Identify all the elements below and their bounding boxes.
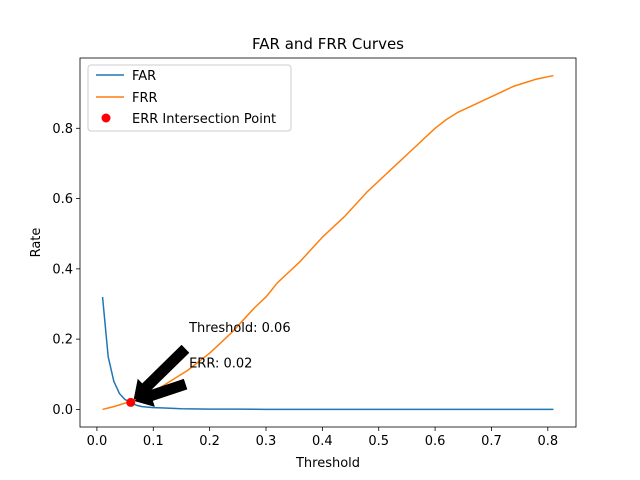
annotation-text: ERR: 0.02 [189,356,252,371]
y-tick-label: 0.6 [52,192,73,207]
chart-title: FAR and FRR Curves [252,35,404,53]
x-tick-label: 0.5 [368,434,389,449]
x-tick-label: 0.7 [481,434,502,449]
x-tick-label: 0.0 [87,434,108,449]
legend-box [87,64,292,132]
x-tick-label: 0.8 [537,434,558,449]
annotation-arrow [134,378,188,407]
x-tick-label: 0.3 [256,434,277,449]
legend-frr-label: FRR [132,91,158,106]
annotations: Threshold: 0.06 ERR: 0.02 [126,321,291,407]
y-tick-label: 0.2 [52,333,73,348]
y-tick-label: 0.4 [52,262,73,277]
x-tick-label: 0.6 [425,434,446,449]
legend-err-label: ERR Intersection Point [132,112,276,127]
annotation-text: Threshold: 0.06 [188,321,291,336]
y-tick-label: 0.8 [52,122,73,137]
x-tick-label: 0.1 [143,434,164,449]
y-tick-label: 0.0 [52,403,73,418]
axes-frame [79,57,577,428]
y-axis-title: Rate [29,228,44,258]
x-axis: 0.0 0.1 0.2 0.3 0.4 0.5 0.6 0.7 0.8 [87,427,558,449]
far-line [101,296,554,411]
x-tick-label: 0.2 [199,434,220,449]
x-axis-title: Threshold [295,456,360,471]
legend: FAR FRR ERR Intersection Point [87,64,292,132]
x-tick-label: 0.4 [312,434,333,449]
legend-err-swatch [101,113,111,123]
y-axis: 0.0 0.2 0.4 0.6 0.8 [52,122,80,418]
err-intersection-point [126,397,136,407]
legend-far-label: FAR [132,69,156,84]
